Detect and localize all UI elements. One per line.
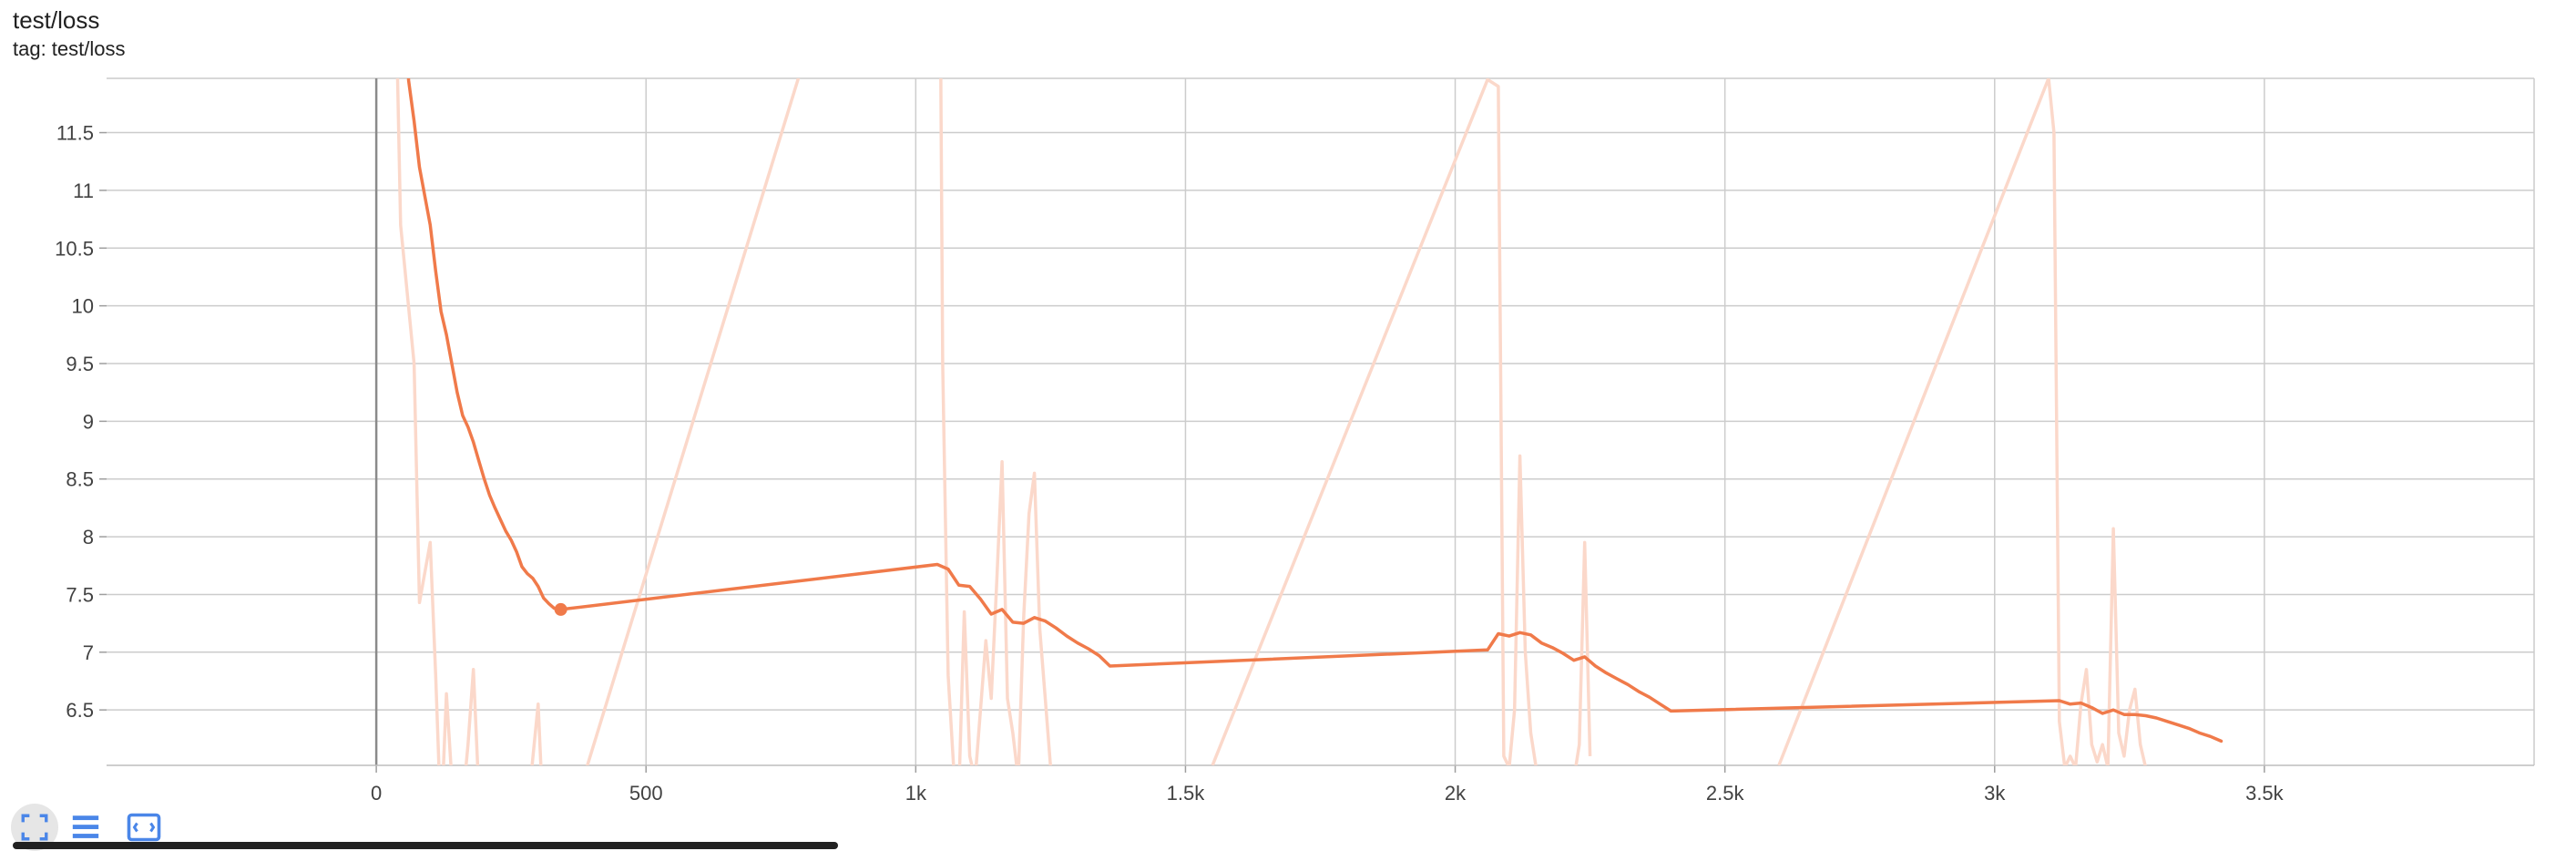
y-tick-label: 6.5 [66,699,94,722]
toggle-log-scale-button[interactable] [62,804,109,851]
y-tick-label: 10.5 [55,237,94,260]
raw-line-segment [1211,78,1538,765]
y-tick-label: 11.5 [56,122,94,145]
card-header: test/loss tag: test/loss [13,5,126,62]
chart-tag: tag: test/loss [13,37,126,60]
raw-line-segment [1777,78,2147,765]
hover-point-marker [554,602,567,616]
y-tick-label: 10 [72,295,94,318]
raw-line-segment [395,78,480,765]
y-tick-label: 7.5 [66,583,94,606]
chart-grid [107,77,2535,765]
x-tick-label: 3.5k [2245,782,2285,805]
x-tick-label: 3k [1984,782,2006,805]
expand-chart-button[interactable] [120,804,168,851]
chart-axes [99,131,2534,773]
x-tick-label: 1.5k [1167,782,1206,805]
x-tick-label: 2k [1445,782,1467,805]
y-tick-label: 8 [83,526,94,549]
toolbar-divider [13,842,838,849]
hover-marker-layer [554,602,567,616]
smoothed-line [406,78,2223,743]
chart-title: test/loss [13,6,100,34]
list-icon [72,815,99,838]
x-tick-label: 500 [629,782,663,805]
x-tick-label: 1k [905,782,927,805]
raw-series [395,78,2147,765]
y-tick-label: 9 [83,410,94,433]
fit-domain-icon [21,814,48,841]
smoothed-series [406,78,2223,743]
y-tick-label: 9.5 [66,353,94,375]
x-tick-label: 0 [371,782,382,805]
y-tick-label: 11 [73,179,94,202]
raw-line-segment [1574,540,1592,765]
y-tick-label: 8.5 [66,468,94,491]
x-tick-labels: 0 500 1k 1.5k 2k 2.5k 3k 3.5k [371,782,2285,805]
x-tick-label: 2.5k [1706,782,1745,805]
chart-toolbar [9,802,838,851]
expand-icon [127,813,161,842]
raw-line-segment [939,78,1052,765]
y-tick-label: 7 [83,641,94,664]
raw-line-segment [586,78,801,765]
y-tick-labels: 6.5 7 7.5 8 8.5 9 9.5 10 10.5 11 11.5 [55,122,94,723]
raw-line-segment [530,702,543,765]
